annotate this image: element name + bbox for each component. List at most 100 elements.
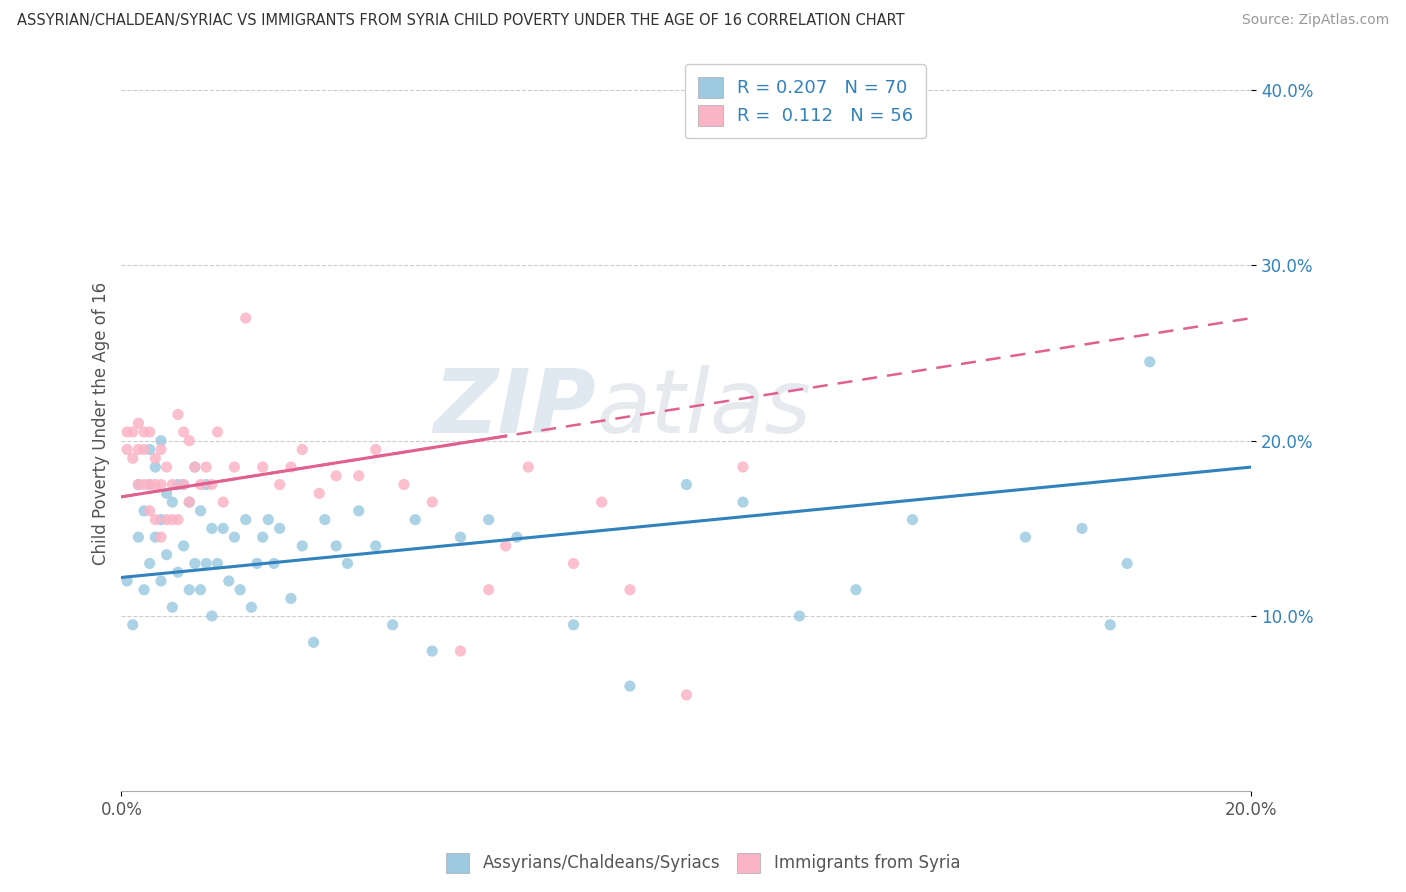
Point	[150, 574, 173, 588]
Point	[252, 460, 274, 475]
Point	[167, 408, 190, 422]
Point	[132, 582, 155, 597]
Point	[121, 451, 143, 466]
Point	[731, 495, 754, 509]
Text: ASSYRIAN/CHALDEAN/SYRIAC VS IMMIGRANTS FROM SYRIA CHILD POVERTY UNDER THE AGE OF: ASSYRIAN/CHALDEAN/SYRIAC VS IMMIGRANTS F…	[17, 13, 904, 29]
Point	[269, 521, 291, 535]
Point	[162, 513, 184, 527]
Point	[478, 513, 501, 527]
Point	[789, 609, 811, 624]
Point	[404, 513, 426, 527]
Point	[246, 557, 269, 571]
Point	[364, 442, 387, 457]
Point	[138, 477, 160, 491]
Point	[619, 582, 641, 597]
Point	[156, 548, 179, 562]
Point	[495, 539, 517, 553]
Point	[201, 609, 224, 624]
Point	[138, 477, 160, 491]
Point	[619, 679, 641, 693]
Point	[257, 513, 280, 527]
Point	[167, 513, 190, 527]
Point	[162, 477, 184, 491]
Point	[212, 521, 235, 535]
Point	[156, 513, 179, 527]
Point	[121, 617, 143, 632]
Point	[179, 495, 201, 509]
Point	[449, 530, 471, 544]
Point	[173, 425, 195, 439]
Point	[167, 565, 190, 579]
Point	[224, 460, 246, 475]
Point	[115, 425, 138, 439]
Legend: Assyrians/Chaldeans/Syriacs, Immigrants from Syria: Assyrians/Chaldeans/Syriacs, Immigrants …	[439, 847, 967, 880]
Point	[302, 635, 325, 649]
Point	[156, 460, 179, 475]
Point	[901, 513, 924, 527]
Point	[150, 434, 173, 448]
Point	[150, 530, 173, 544]
Point	[517, 460, 540, 475]
Point	[235, 311, 257, 326]
Point	[562, 557, 585, 571]
Point	[190, 582, 212, 597]
Point	[1139, 355, 1161, 369]
Point	[1099, 617, 1122, 632]
Point	[478, 582, 501, 597]
Point	[138, 504, 160, 518]
Point	[195, 477, 218, 491]
Point	[218, 574, 240, 588]
Point	[162, 495, 184, 509]
Point	[138, 425, 160, 439]
Point	[121, 425, 143, 439]
Point	[173, 477, 195, 491]
Point	[150, 513, 173, 527]
Point	[420, 495, 443, 509]
Point	[731, 460, 754, 475]
Point	[190, 504, 212, 518]
Point	[1116, 557, 1139, 571]
Point	[179, 495, 201, 509]
Point	[115, 442, 138, 457]
Point	[173, 539, 195, 553]
Point	[143, 530, 166, 544]
Point	[195, 460, 218, 475]
Point	[562, 617, 585, 632]
Point	[325, 539, 347, 553]
Point	[138, 557, 160, 571]
Point	[127, 477, 149, 491]
Point	[280, 460, 302, 475]
Point	[420, 644, 443, 658]
Point	[229, 582, 252, 597]
Point	[252, 530, 274, 544]
Point	[201, 477, 224, 491]
Text: ZIP: ZIP	[433, 365, 596, 452]
Point	[347, 504, 370, 518]
Point	[184, 460, 207, 475]
Point	[212, 495, 235, 509]
Point	[127, 416, 149, 430]
Y-axis label: Child Poverty Under the Age of 16: Child Poverty Under the Age of 16	[93, 282, 110, 565]
Point	[184, 557, 207, 571]
Point	[506, 530, 529, 544]
Point	[143, 460, 166, 475]
Point	[263, 557, 285, 571]
Point	[179, 434, 201, 448]
Point	[156, 486, 179, 500]
Point	[325, 468, 347, 483]
Point	[132, 504, 155, 518]
Point	[173, 477, 195, 491]
Point	[184, 460, 207, 475]
Point	[845, 582, 868, 597]
Point	[150, 477, 173, 491]
Point	[127, 442, 149, 457]
Point	[347, 468, 370, 483]
Point	[269, 477, 291, 491]
Point	[449, 644, 471, 658]
Point	[1014, 530, 1036, 544]
Point	[336, 557, 359, 571]
Point	[132, 425, 155, 439]
Point	[190, 477, 212, 491]
Point	[207, 425, 229, 439]
Point	[240, 600, 263, 615]
